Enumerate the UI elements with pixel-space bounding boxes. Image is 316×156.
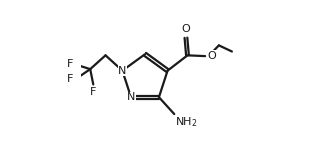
Text: O: O: [182, 24, 190, 34]
Text: F: F: [67, 74, 73, 84]
Text: F: F: [67, 59, 73, 69]
Text: N: N: [118, 66, 127, 76]
Text: N: N: [127, 92, 135, 102]
Text: F: F: [90, 87, 96, 97]
Text: NH$_2$: NH$_2$: [175, 115, 198, 129]
Text: O: O: [208, 51, 216, 61]
